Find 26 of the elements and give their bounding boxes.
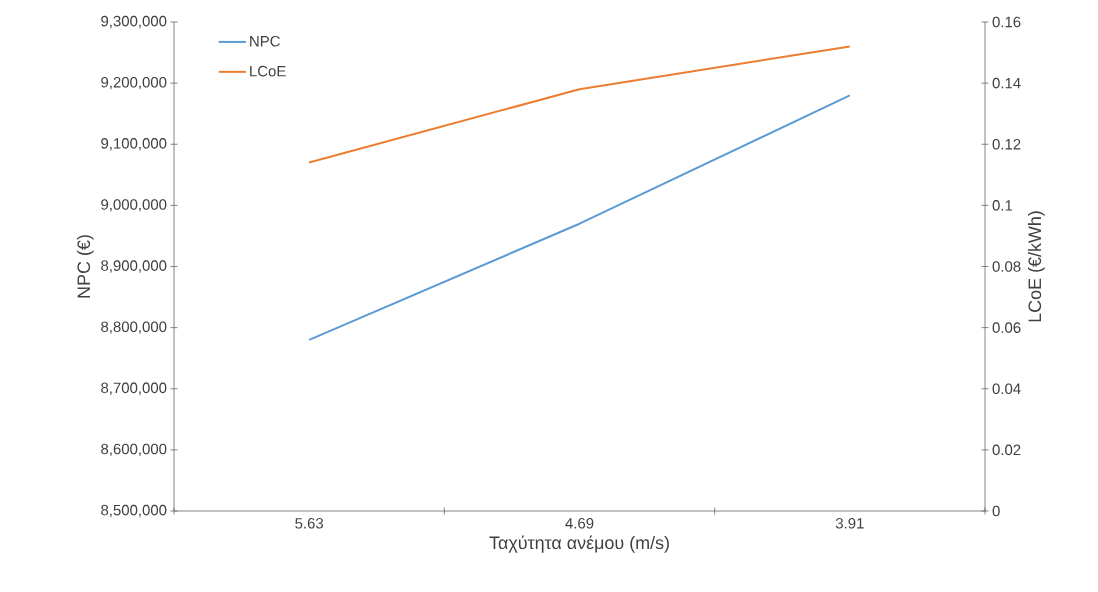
y-tick-label: 8,500,000 [101, 504, 167, 518]
y2-tick-label: 0.02 [992, 444, 1021, 456]
y-tick-label: 9,000,000 [101, 199, 167, 212]
y2-tick-label: 0 [992, 505, 1000, 517]
y-tick-label: 8,800,000 [101, 321, 167, 334]
y2-tick-label: 0.1 [992, 200, 1013, 211]
y-tick-label: 9,200,000 [101, 76, 167, 90]
y2-axis-title: LCoE (€/kWh) [1027, 211, 1045, 322]
y2-tick-label: 0.12 [992, 138, 1021, 150]
x-tick-label: 3.91 [835, 518, 864, 529]
y-tick-label: 9,300,000 [101, 15, 167, 29]
y-tick-label: 9,100,000 [101, 138, 167, 151]
y2-tick-label: 0.04 [992, 383, 1021, 395]
y2-tick-label: 0.14 [992, 77, 1021, 89]
y-tick-label: 8,900,000 [101, 260, 167, 273]
y-tick-label: 8,700,000 [101, 382, 167, 395]
legend-label: LCoE [250, 65, 286, 77]
x-axis-title: Ταχύτητα ανέμου (m/s) [489, 535, 669, 553]
x-tick-label: 4.69 [565, 518, 594, 529]
y2-tick-label: 0.16 [992, 16, 1021, 28]
y2-tick-label: 0.08 [992, 261, 1021, 272]
y-tick-label: 8,600,000 [101, 443, 167, 457]
y2-tick-label: 0.06 [992, 322, 1021, 333]
y-axis-title: NPC (€) [76, 235, 94, 298]
x-tick-label: 5.63 [295, 518, 324, 529]
legend-label: NPC [250, 35, 280, 47]
